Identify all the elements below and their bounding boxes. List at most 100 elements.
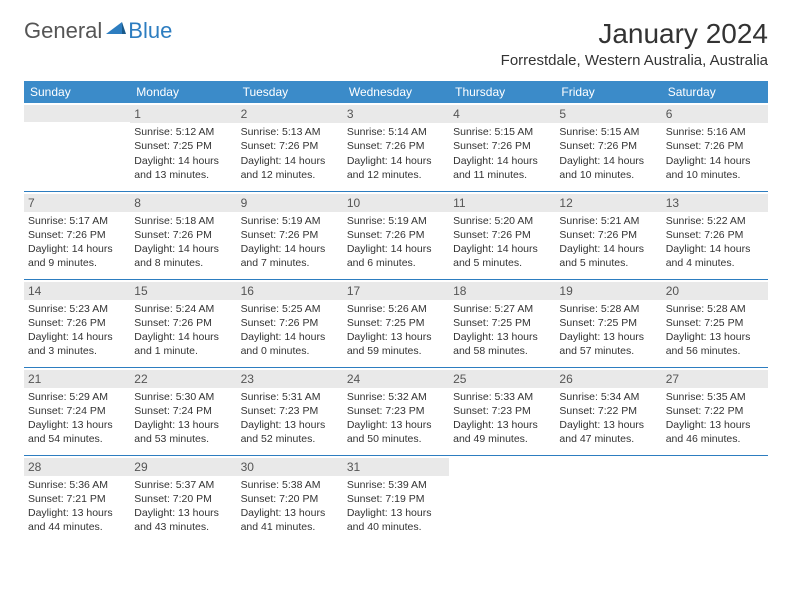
calendar-day-cell: 15Sunrise: 5:24 AMSunset: 7:26 PMDayligh… bbox=[130, 279, 236, 367]
calendar-day-cell: 6Sunrise: 5:16 AMSunset: 7:26 PMDaylight… bbox=[662, 103, 768, 191]
calendar-week-row: 21Sunrise: 5:29 AMSunset: 7:24 PMDayligh… bbox=[24, 367, 768, 455]
daylight-line: Daylight: 13 hours and 40 minutes. bbox=[347, 506, 445, 534]
sunrise-line: Sunrise: 5:13 AM bbox=[241, 125, 339, 139]
day-number: 5 bbox=[555, 105, 661, 123]
day-number: 12 bbox=[555, 194, 661, 212]
daylight-line: Daylight: 13 hours and 47 minutes. bbox=[559, 418, 657, 446]
day-info: Sunrise: 5:25 AMSunset: 7:26 PMDaylight:… bbox=[241, 302, 339, 359]
day-info: Sunrise: 5:28 AMSunset: 7:25 PMDaylight:… bbox=[666, 302, 764, 359]
day-info: Sunrise: 5:18 AMSunset: 7:26 PMDaylight:… bbox=[134, 214, 232, 271]
day-info: Sunrise: 5:17 AMSunset: 7:26 PMDaylight:… bbox=[28, 214, 126, 271]
day-number: 1 bbox=[130, 105, 236, 123]
sunset-line: Sunset: 7:26 PM bbox=[241, 139, 339, 153]
day-info: Sunrise: 5:34 AMSunset: 7:22 PMDaylight:… bbox=[559, 390, 657, 447]
sunset-line: Sunset: 7:23 PM bbox=[453, 404, 551, 418]
day-info: Sunrise: 5:13 AMSunset: 7:26 PMDaylight:… bbox=[241, 125, 339, 182]
day-info: Sunrise: 5:35 AMSunset: 7:22 PMDaylight:… bbox=[666, 390, 764, 447]
day-info: Sunrise: 5:27 AMSunset: 7:25 PMDaylight:… bbox=[453, 302, 551, 359]
calendar-day-cell bbox=[24, 103, 130, 191]
daylight-line: Daylight: 14 hours and 13 minutes. bbox=[134, 154, 232, 182]
sunrise-line: Sunrise: 5:12 AM bbox=[134, 125, 232, 139]
sunrise-line: Sunrise: 5:31 AM bbox=[241, 390, 339, 404]
sunrise-line: Sunrise: 5:20 AM bbox=[453, 214, 551, 228]
dow-header: Saturday bbox=[662, 81, 768, 103]
day-number: 26 bbox=[555, 370, 661, 388]
sunrise-line: Sunrise: 5:32 AM bbox=[347, 390, 445, 404]
day-info: Sunrise: 5:26 AMSunset: 7:25 PMDaylight:… bbox=[347, 302, 445, 359]
sunset-line: Sunset: 7:22 PM bbox=[559, 404, 657, 418]
calendar-day-cell: 9 Sunrise: 5:19 AMSunset: 7:26 PMDaylight… bbox=[237, 191, 343, 279]
logo-text-general: General bbox=[24, 18, 102, 44]
calendar-day-cell: 26 Sunrise: 5:34 AMSunset: 7:22 PMDayligh… bbox=[555, 367, 661, 455]
daylight-line: Daylight: 13 hours and 53 minutes. bbox=[134, 418, 232, 446]
dow-header: Tuesday bbox=[237, 81, 343, 103]
location-subtitle: Forrestdale, Western Australia, Australi… bbox=[501, 52, 768, 69]
calendar-day-cell: 25Sunrise: 5:33 AMSunset: 7:23 PMDayligh… bbox=[449, 367, 555, 455]
day-number: 17 bbox=[343, 282, 449, 300]
sunrise-line: Sunrise: 5:36 AM bbox=[28, 478, 126, 492]
day-info: Sunrise: 5:19 AMSunset: 7:26 PMDaylight:… bbox=[241, 214, 339, 271]
day-info: Sunrise: 5:33 AMSunset: 7:23 PMDaylight:… bbox=[453, 390, 551, 447]
day-number: 11 bbox=[449, 194, 555, 212]
sunset-line: Sunset: 7:26 PM bbox=[453, 228, 551, 242]
daylight-line: Daylight: 14 hours and 11 minutes. bbox=[453, 154, 551, 182]
page-title: January 2024 bbox=[501, 18, 768, 50]
calendar-day-cell: 31Sunrise: 5:39 AMSunset: 7:19 PMDayligh… bbox=[343, 455, 449, 543]
sunrise-line: Sunrise: 5:38 AM bbox=[241, 478, 339, 492]
day-number: 31 bbox=[343, 458, 449, 476]
sunset-line: Sunset: 7:26 PM bbox=[347, 139, 445, 153]
day-number: 13 bbox=[662, 194, 768, 212]
sunrise-line: Sunrise: 5:17 AM bbox=[28, 214, 126, 228]
daylight-line: Daylight: 14 hours and 10 minutes. bbox=[559, 154, 657, 182]
sunset-line: Sunset: 7:21 PM bbox=[28, 492, 126, 506]
title-block: January 2024 Forrestdale, Western Austra… bbox=[501, 18, 768, 69]
daylight-line: Daylight: 14 hours and 12 minutes. bbox=[347, 154, 445, 182]
daylight-line: Daylight: 13 hours and 57 minutes. bbox=[559, 330, 657, 358]
sunset-line: Sunset: 7:25 PM bbox=[666, 316, 764, 330]
calendar-day-cell: 12Sunrise: 5:21 AMSunset: 7:26 PMDayligh… bbox=[555, 191, 661, 279]
day-number: 10 bbox=[343, 194, 449, 212]
day-info: Sunrise: 5:16 AMSunset: 7:26 PMDaylight:… bbox=[666, 125, 764, 182]
day-info: Sunrise: 5:15 AMSunset: 7:26 PMDaylight:… bbox=[453, 125, 551, 182]
sunset-line: Sunset: 7:25 PM bbox=[559, 316, 657, 330]
sunset-line: Sunset: 7:26 PM bbox=[134, 316, 232, 330]
day-number: 23 bbox=[237, 370, 343, 388]
sunset-line: Sunset: 7:23 PM bbox=[347, 404, 445, 418]
sunset-line: Sunset: 7:26 PM bbox=[453, 139, 551, 153]
calendar-day-cell: 7Sunrise: 5:17 AMSunset: 7:26 PMDaylight… bbox=[24, 191, 130, 279]
sunrise-line: Sunrise: 5:16 AM bbox=[666, 125, 764, 139]
daylight-line: Daylight: 14 hours and 7 minutes. bbox=[241, 242, 339, 270]
calendar-week-row: 1Sunrise: 5:12 AMSunset: 7:25 PMDaylight… bbox=[24, 103, 768, 191]
sunrise-line: Sunrise: 5:28 AM bbox=[666, 302, 764, 316]
day-info: Sunrise: 5:14 AMSunset: 7:26 PMDaylight:… bbox=[347, 125, 445, 182]
sunrise-line: Sunrise: 5:27 AM bbox=[453, 302, 551, 316]
day-number: 29 bbox=[130, 458, 236, 476]
day-info: Sunrise: 5:19 AMSunset: 7:26 PMDaylight:… bbox=[347, 214, 445, 271]
calendar-week-row: 28Sunrise: 5:36 AMSunset: 7:21 PMDayligh… bbox=[24, 455, 768, 543]
calendar-day-cell: 23Sunrise: 5:31 AMSunset: 7:23 PMDayligh… bbox=[237, 367, 343, 455]
calendar-day-cell: 3Sunrise: 5:14 AMSunset: 7:26 PMDaylight… bbox=[343, 103, 449, 191]
sunset-line: Sunset: 7:26 PM bbox=[666, 139, 764, 153]
calendar-day-cell: 4Sunrise: 5:15 AMSunset: 7:26 PMDaylight… bbox=[449, 103, 555, 191]
logo-text-blue: Blue bbox=[128, 18, 172, 44]
sunset-line: Sunset: 7:19 PM bbox=[347, 492, 445, 506]
day-number: 28 bbox=[24, 458, 130, 476]
sunrise-line: Sunrise: 5:18 AM bbox=[134, 214, 232, 228]
calendar-day-cell: 8Sunrise: 5:18 AMSunset: 7:26 PMDaylight… bbox=[130, 191, 236, 279]
calendar-day-cell: 18Sunrise: 5:27 AMSunset: 7:25 PMDayligh… bbox=[449, 279, 555, 367]
day-number: 9 bbox=[237, 194, 343, 212]
sunset-line: Sunset: 7:26 PM bbox=[241, 316, 339, 330]
sunrise-line: Sunrise: 5:33 AM bbox=[453, 390, 551, 404]
day-info: Sunrise: 5:37 AMSunset: 7:20 PMDaylight:… bbox=[134, 478, 232, 535]
daylight-line: Daylight: 13 hours and 56 minutes. bbox=[666, 330, 764, 358]
dow-header: Friday bbox=[555, 81, 661, 103]
calendar-day-cell: 14Sunrise: 5:23 AMSunset: 7:26 PMDayligh… bbox=[24, 279, 130, 367]
day-info: Sunrise: 5:36 AMSunset: 7:21 PMDaylight:… bbox=[28, 478, 126, 535]
sunrise-line: Sunrise: 5:29 AM bbox=[28, 390, 126, 404]
sunset-line: Sunset: 7:26 PM bbox=[559, 228, 657, 242]
daylight-line: Daylight: 14 hours and 5 minutes. bbox=[453, 242, 551, 270]
sunset-line: Sunset: 7:26 PM bbox=[28, 316, 126, 330]
sunset-line: Sunset: 7:23 PM bbox=[241, 404, 339, 418]
calendar-day-cell: 20Sunrise: 5:28 AMSunset: 7:25 PMDayligh… bbox=[662, 279, 768, 367]
sunrise-line: Sunrise: 5:34 AM bbox=[559, 390, 657, 404]
